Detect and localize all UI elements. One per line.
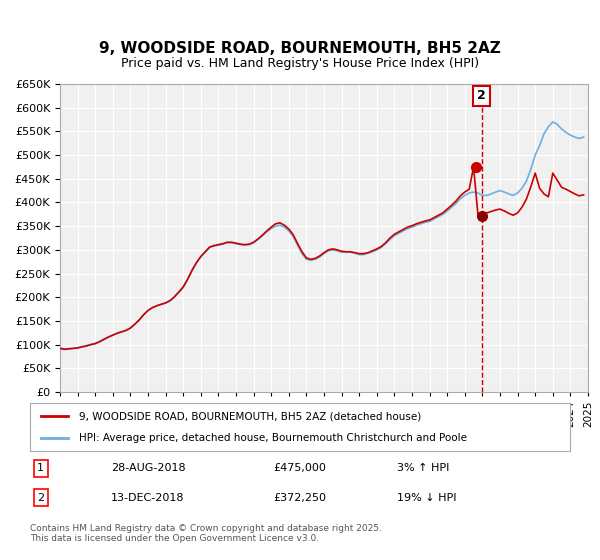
- Text: £372,250: £372,250: [273, 493, 326, 503]
- Text: £475,000: £475,000: [273, 463, 326, 473]
- Text: HPI: Average price, detached house, Bournemouth Christchurch and Poole: HPI: Average price, detached house, Bour…: [79, 433, 467, 443]
- Text: Price paid vs. HM Land Registry's House Price Index (HPI): Price paid vs. HM Land Registry's House …: [121, 57, 479, 70]
- Text: 19% ↓ HPI: 19% ↓ HPI: [397, 493, 457, 503]
- Text: 2: 2: [477, 90, 486, 102]
- Text: 9, WOODSIDE ROAD, BOURNEMOUTH, BH5 2AZ (detached house): 9, WOODSIDE ROAD, BOURNEMOUTH, BH5 2AZ (…: [79, 411, 421, 421]
- Text: Contains HM Land Registry data © Crown copyright and database right 2025.
This d: Contains HM Land Registry data © Crown c…: [30, 524, 382, 543]
- Text: 13-DEC-2018: 13-DEC-2018: [111, 493, 185, 503]
- Text: 3% ↑ HPI: 3% ↑ HPI: [397, 463, 449, 473]
- Text: 9, WOODSIDE ROAD, BOURNEMOUTH, BH5 2AZ: 9, WOODSIDE ROAD, BOURNEMOUTH, BH5 2AZ: [99, 41, 501, 56]
- Text: 2: 2: [37, 493, 44, 503]
- Text: 28-AUG-2018: 28-AUG-2018: [111, 463, 185, 473]
- Text: 1: 1: [37, 463, 44, 473]
